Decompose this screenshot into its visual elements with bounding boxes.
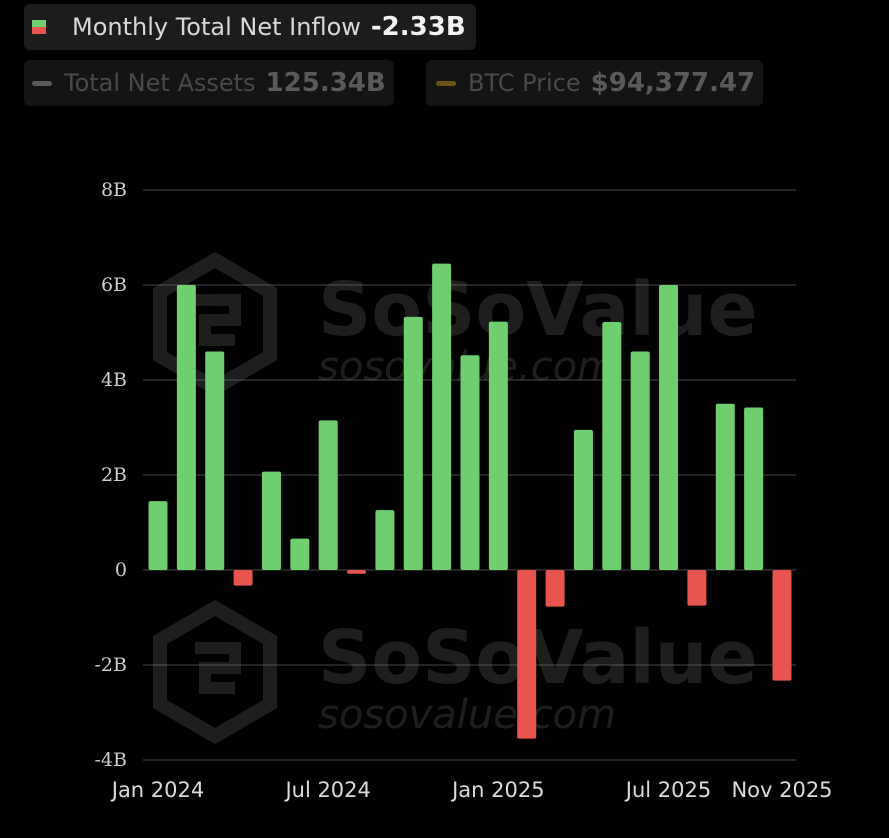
- x-tick-label: Jan 2024: [110, 778, 205, 802]
- legend-btc-price[interactable]: BTC Price $94,377.47: [426, 60, 764, 106]
- bars: [148, 263, 792, 739]
- watermark-logo-icon: [153, 599, 277, 745]
- btc-value: $94,377.47: [590, 68, 756, 98]
- legend-inflow[interactable]: Monthly Total Net Inflow -2.33B: [24, 4, 476, 50]
- y-tick-label: 0: [115, 559, 127, 581]
- btc-line-icon: [436, 80, 456, 86]
- assets-line-icon: [32, 80, 52, 86]
- bar-feb-2024[interactable]: [176, 285, 196, 570]
- bar-nov-2025[interactable]: [772, 570, 792, 681]
- bar-jun-2024[interactable]: [290, 538, 310, 570]
- bar-jul-2024[interactable]: [318, 420, 338, 570]
- inflow-swatch-negative: [32, 27, 46, 34]
- y-tick-label: -2B: [95, 654, 127, 676]
- btc-label: BTC Price: [468, 69, 581, 97]
- bar-jun-2025[interactable]: [630, 351, 650, 571]
- bar-nov-2024[interactable]: [432, 263, 452, 570]
- bar-jan-2025[interactable]: [488, 321, 508, 570]
- bar-apr-2025[interactable]: [573, 429, 593, 570]
- watermark-domain: sosovalue.com: [318, 692, 616, 738]
- bar-mar-2025[interactable]: [545, 570, 565, 607]
- y-tick-label: 2B: [101, 464, 127, 486]
- inflow-swatch-icon: [32, 20, 46, 34]
- bar-oct-2024[interactable]: [403, 316, 423, 570]
- bar-dec-2024[interactable]: [460, 355, 480, 570]
- inflow-value: -2.33B: [370, 12, 466, 42]
- bar-may-2024[interactable]: [261, 471, 281, 570]
- watermarks: SoSoValue sosovalue.com SoSoValue sosova…: [153, 251, 758, 745]
- bar-mar-2024[interactable]: [205, 351, 225, 571]
- inflow-label: Monthly Total Net Inflow: [72, 13, 361, 41]
- bar-jan-2024[interactable]: [148, 501, 168, 570]
- watermark-bottom: SoSoValue sosovalue.com: [153, 599, 758, 745]
- x-tick-label: Jul 2024: [283, 778, 370, 802]
- y-axis-ticks: 8B 6B 4B 2B 0 -2B -4B: [95, 179, 127, 771]
- bar-apr-2024[interactable]: [233, 570, 253, 586]
- bar-jul-2025[interactable]: [659, 285, 679, 570]
- bar-aug-2024[interactable]: [347, 570, 367, 574]
- x-tick-label: Jan 2025: [450, 778, 545, 802]
- bar-aug-2025[interactable]: [687, 570, 707, 606]
- watermark-top: SoSoValue sosovalue.com: [153, 251, 758, 397]
- bar-may-2025[interactable]: [602, 322, 622, 570]
- grid-lines: [143, 189, 796, 761]
- y-tick-label: -4B: [95, 749, 127, 771]
- watermark-brand: SoSoValue: [318, 267, 758, 353]
- bar-sep-2025[interactable]: [715, 403, 735, 570]
- bar-oct-2025[interactable]: [744, 407, 764, 570]
- watermark-brand: SoSoValue: [318, 615, 758, 701]
- legend-total-net-assets[interactable]: Total Net Assets 125.34B: [24, 60, 394, 106]
- assets-value: 125.34B: [265, 68, 386, 98]
- x-tick-label: Nov 2025: [731, 778, 832, 802]
- x-tick-label: Jul 2025: [624, 778, 711, 802]
- x-axis-ticks: Jan 2024 Jul 2024 Jan 2025 Jul 2025 Nov 2025: [110, 778, 833, 802]
- inflow-swatch-positive: [32, 20, 46, 27]
- bar-feb-2025[interactable]: [517, 570, 537, 739]
- bar-sep-2024[interactable]: [375, 510, 395, 570]
- assets-label: Total Net Assets: [64, 69, 256, 97]
- y-tick-label: 6B: [101, 274, 127, 296]
- y-tick-label: 4B: [101, 369, 127, 391]
- y-tick-label: 8B: [101, 179, 127, 201]
